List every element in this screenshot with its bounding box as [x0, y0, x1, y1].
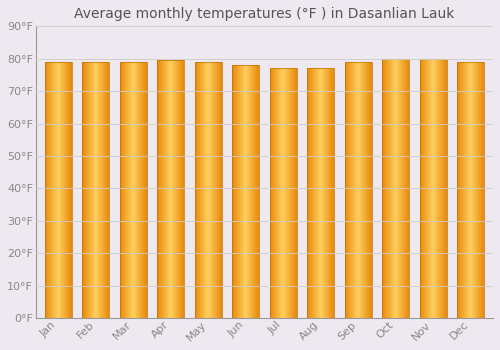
- Title: Average monthly temperatures (°F ) in Dasanlian Lauk: Average monthly temperatures (°F ) in Da…: [74, 7, 454, 21]
- Bar: [344, 62, 372, 318]
- Bar: [270, 69, 296, 318]
- Bar: [82, 62, 109, 318]
- Bar: [120, 62, 146, 318]
- Bar: [420, 59, 446, 318]
- Bar: [194, 62, 222, 318]
- Bar: [457, 62, 484, 318]
- Bar: [157, 60, 184, 318]
- Bar: [307, 69, 334, 318]
- Bar: [44, 62, 72, 318]
- Bar: [382, 59, 409, 318]
- Bar: [232, 65, 259, 318]
